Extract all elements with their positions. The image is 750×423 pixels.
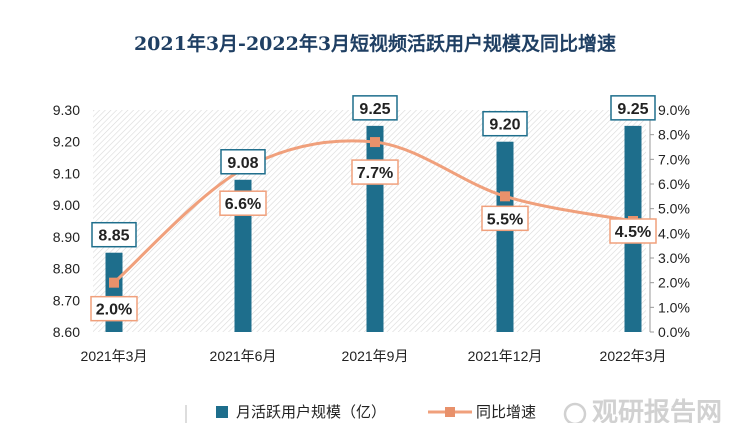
bar-data-label: 9.08 xyxy=(227,155,258,172)
left-tick-label: 8.60 xyxy=(53,324,80,340)
bar xyxy=(234,179,252,332)
line-point xyxy=(500,191,510,202)
line-data-label: 4.5% xyxy=(615,224,651,241)
right-tick-label: 9.0% xyxy=(658,102,690,118)
bar-label-box xyxy=(352,95,398,121)
right-tick-label: 5.0% xyxy=(658,201,690,217)
legend-line-marker xyxy=(445,407,455,417)
line-point xyxy=(109,277,119,288)
right-axis: 0.0% 1.0% 2.0% 3.0% 4.0% 5.0% 6.0% 7.0% 8.0% 9.0% xyxy=(649,102,690,340)
legend-bar-swatch xyxy=(216,406,228,418)
bar-label-box xyxy=(610,95,656,121)
x-tick-label: 2022年3月 xyxy=(600,348,667,364)
right-tick-label: 6.0% xyxy=(658,176,690,192)
right-tick-label: 3.0% xyxy=(658,250,690,266)
left-tick-label: 9.00 xyxy=(53,197,80,213)
left-tick-label: 9.20 xyxy=(53,134,80,150)
left-tick-label: 9.30 xyxy=(53,102,80,118)
line-data-label: 7.7% xyxy=(357,165,393,182)
line-data-label: 6.6% xyxy=(225,196,261,213)
bar-data-label: 9.20 xyxy=(489,117,520,134)
line-label-box xyxy=(481,205,529,232)
line-label-box xyxy=(219,190,267,216)
right-tick-label: 8.0% xyxy=(658,127,690,143)
legend: 月活跃用户规模（亿） 同比增速 xyxy=(185,403,536,423)
left-tick-label: 8.80 xyxy=(53,261,80,277)
legend-line-label: 同比增速 xyxy=(476,403,536,421)
line-data-label: 5.5% xyxy=(487,211,523,228)
right-tick-label: 2.0% xyxy=(658,275,690,291)
x-tick-label: 2021年12月 xyxy=(468,348,543,364)
line-label-box xyxy=(609,218,657,244)
line-data-label: 2.0% xyxy=(96,302,132,319)
bar-label-box xyxy=(220,149,266,175)
left-tick-label: 8.70 xyxy=(53,292,80,308)
x-axis: 2021年3月 2021年6月 2021年9月 2021年12月 2022年3月 xyxy=(81,348,667,364)
bar-label-box xyxy=(482,110,528,137)
left-tick-label: 8.90 xyxy=(53,229,80,245)
bar-data-label: 8.85 xyxy=(98,228,129,245)
left-tick-label: 9.10 xyxy=(53,165,80,181)
bar xyxy=(366,125,384,332)
right-tick-label: 7.0% xyxy=(658,151,690,167)
line-label-box xyxy=(90,295,138,322)
x-tick-label: 2021年9月 xyxy=(342,348,409,364)
line-label-box xyxy=(351,159,399,185)
bar-data-labels: 8.85 9.08 9.25 9.20 9.25 xyxy=(91,95,656,248)
bar xyxy=(496,141,514,332)
left-axis: 8.60 8.70 8.80 8.90 9.00 9.10 9.20 9.30 xyxy=(53,102,80,340)
right-tick-label: 1.0% xyxy=(658,299,690,315)
legend-bar-label: 月活跃用户规模（亿） xyxy=(236,403,386,421)
watermark-logo-icon xyxy=(563,402,587,423)
watermark-text: 观研报告网 xyxy=(592,397,722,423)
x-tick-label: 2021年3月 xyxy=(81,348,148,364)
bar-data-label: 9.25 xyxy=(617,101,648,118)
chart-title: 2021年3月-2022年3月短视频活跃用户规模及同比增速 xyxy=(134,32,616,55)
right-tick-label: 4.0% xyxy=(658,225,690,241)
x-tick-label: 2021年6月 xyxy=(210,348,277,364)
line-point xyxy=(370,137,380,148)
right-tick-label: 0.0% xyxy=(658,324,690,340)
bar-label-box xyxy=(91,221,137,248)
watermark: 观研报告网 xyxy=(563,397,722,423)
line-data-labels: 2.0% 6.6% 7.7% 5.5% 4.5% xyxy=(90,159,657,322)
bar-data-label: 9.25 xyxy=(359,101,390,118)
